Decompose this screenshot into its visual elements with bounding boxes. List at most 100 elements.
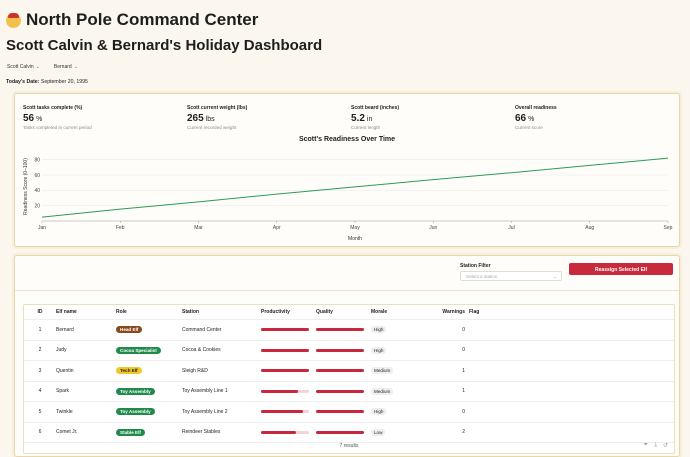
metric-weight: Scott current weight (lbs) 265 lbs Curren… bbox=[187, 105, 247, 130]
metric-unit: in bbox=[366, 116, 373, 123]
metric-label: Scott current weight (lbs) bbox=[187, 105, 248, 111]
cell-role: Toy Assembly bbox=[116, 401, 182, 423]
cell-elf-name: Judy bbox=[56, 340, 116, 361]
elves-table: ID Elf name Role Station Productivity Quality… bbox=[23, 304, 675, 454]
cell-morale: Low bbox=[371, 422, 421, 443]
filter-icon[interactable]: ⏷ bbox=[643, 442, 649, 448]
metrics-panel: Scott tasks complete (%) 56% Tasks compl… bbox=[14, 93, 680, 247]
cell-flag[interactable] bbox=[469, 360, 674, 382]
cell-station: Toy Assembly Line 2 bbox=[182, 401, 261, 423]
cell-flag[interactable] bbox=[469, 319, 674, 341]
column-header[interactable]: Role bbox=[116, 305, 182, 320]
x-tick-label: Jan bbox=[38, 225, 46, 231]
cell-productivity bbox=[261, 381, 316, 402]
metric-caption: Tasks completed in current period bbox=[23, 125, 92, 130]
reset-icon[interactable]: ↺ bbox=[662, 443, 668, 449]
readiness-line-chart: 20 40 60 80 Jan Feb Mar Apr May Jun Jul Aug Sep Month… bbox=[23, 157, 673, 242]
cell-flag[interactable] bbox=[469, 401, 674, 423]
cell-warnings: 0 bbox=[421, 401, 469, 423]
table-row[interactable]: 3 Quentin Tech Elf Sleigh R&D Medium 1 bbox=[24, 360, 674, 382]
column-header[interactable]: Warnings bbox=[421, 305, 469, 320]
metric-number: 265 bbox=[187, 113, 204, 124]
chevron-down-icon: ⌄ bbox=[35, 64, 40, 70]
morale-pill: High bbox=[371, 326, 387, 334]
y-tick-label: 20 bbox=[34, 203, 40, 209]
role-badge: Toy Assembly bbox=[116, 387, 155, 395]
quality-bar bbox=[316, 389, 364, 393]
cell-warnings: 2 bbox=[421, 422, 469, 443]
column-header[interactable]: Quality bbox=[316, 305, 371, 320]
tab-bernard[interactable]: Bernard ⌄ bbox=[54, 64, 78, 70]
cell-elf-name: Comet Jr. bbox=[56, 422, 116, 443]
cell-warnings: 0 bbox=[421, 340, 469, 361]
metric-unit: % bbox=[36, 116, 43, 123]
cell-flag[interactable] bbox=[469, 422, 674, 443]
morale-pill: High bbox=[371, 408, 387, 416]
cell-morale: Medium bbox=[371, 360, 421, 382]
cell-warnings: 1 bbox=[421, 360, 469, 382]
column-header[interactable]: ID bbox=[24, 305, 56, 320]
y-tick-label: 40 bbox=[34, 188, 40, 194]
cell-quality bbox=[316, 319, 371, 341]
y-tick-label: 60 bbox=[34, 173, 40, 179]
chart-title: Scott's Readiness Over Time bbox=[298, 136, 396, 143]
metric-number: 66 bbox=[515, 113, 527, 124]
cell-productivity bbox=[261, 360, 316, 382]
column-header[interactable]: Morale bbox=[371, 305, 421, 320]
table-row[interactable]: 4 Spark Toy Assembly Toy Assembly Line 1 Med… bbox=[24, 381, 674, 402]
table-footer: 7 results ⏷ ⤓ ↺ bbox=[24, 439, 674, 453]
column-header[interactable]: Station bbox=[182, 305, 261, 320]
table-row[interactable]: 6 Comet Jr. Stable Elf Reindeer Stables Low 2 bbox=[24, 422, 674, 443]
tab-label: Scott Calvin bbox=[7, 64, 34, 70]
metric-unit: lbs bbox=[205, 116, 215, 123]
cell-warnings: 1 bbox=[421, 381, 469, 402]
cell-role: Cocoa Specialist bbox=[116, 340, 182, 361]
productivity-bar bbox=[261, 328, 309, 332]
today-label: Today's Date: bbox=[6, 79, 40, 85]
cell-productivity bbox=[261, 340, 316, 361]
cell-id: 6 bbox=[24, 422, 56, 443]
metric-caption: Current score bbox=[515, 125, 543, 130]
metric-caption: Current length bbox=[351, 125, 381, 130]
cell-morale: High bbox=[371, 401, 421, 423]
column-header[interactable]: Flag bbox=[469, 305, 674, 320]
cell-flag[interactable] bbox=[469, 340, 674, 361]
cell-morale: High bbox=[371, 319, 421, 341]
quality-bar bbox=[316, 410, 364, 414]
cell-flag[interactable] bbox=[469, 381, 674, 402]
metric-readiness: Overall readiness 66% Current score bbox=[515, 105, 557, 130]
elves-panel: Station Filter Select a station ⌄ Reassi… bbox=[14, 255, 680, 457]
cell-productivity bbox=[261, 401, 316, 423]
column-header[interactable]: Productivity bbox=[261, 305, 316, 320]
cell-id: 5 bbox=[24, 401, 56, 423]
metric-number: 56 bbox=[23, 113, 35, 124]
role-badge: Tech Elf bbox=[116, 367, 142, 375]
tab-scott-calvin[interactable]: Scott Calvin ⌄ bbox=[7, 64, 40, 70]
quality-bar bbox=[316, 430, 364, 434]
reassign-elf-button[interactable]: Reassign Selected Elf bbox=[569, 263, 673, 275]
table-row[interactable]: 1 Bernard Head Elf Command Center High 0 bbox=[24, 319, 674, 341]
x-tick-label: Feb bbox=[116, 225, 125, 231]
station-filter-select[interactable]: Select a station ⌄ bbox=[460, 271, 562, 281]
cell-role: Head Elf bbox=[116, 319, 182, 341]
result-count: 7 results bbox=[339, 443, 359, 449]
cell-morale: Medium bbox=[371, 381, 421, 402]
role-badge: Toy Assembly bbox=[116, 408, 155, 416]
chevron-down-icon: ⌄ bbox=[553, 274, 557, 279]
table-row[interactable]: 2 Judy Cocoa Specialist Cocoa & Cookies High… bbox=[24, 340, 674, 361]
role-badge: Stable Elf bbox=[116, 428, 145, 436]
table-row[interactable]: 5 Twinkle Toy Assembly Toy Assembly Line 2 H… bbox=[24, 401, 674, 423]
column-header[interactable]: Elf name bbox=[56, 305, 116, 320]
page-subtitle: Scott Calvin & Bernard's Holiday Dashboa… bbox=[6, 37, 323, 54]
metric-value: 56% bbox=[23, 113, 92, 124]
cell-station: Toy Assembly Line 1 bbox=[182, 381, 261, 402]
station-filter-label: Station Filter bbox=[460, 263, 491, 269]
x-tick-label: May bbox=[350, 225, 360, 231]
metric-unit: % bbox=[528, 116, 535, 123]
metric-value: 66% bbox=[515, 113, 557, 124]
cell-quality bbox=[316, 381, 371, 402]
divider bbox=[15, 290, 679, 291]
cell-productivity bbox=[261, 422, 316, 443]
download-icon[interactable]: ⤓ bbox=[654, 442, 657, 448]
table-header-row: ID Elf name Role Station Productivity Quality… bbox=[24, 305, 674, 320]
